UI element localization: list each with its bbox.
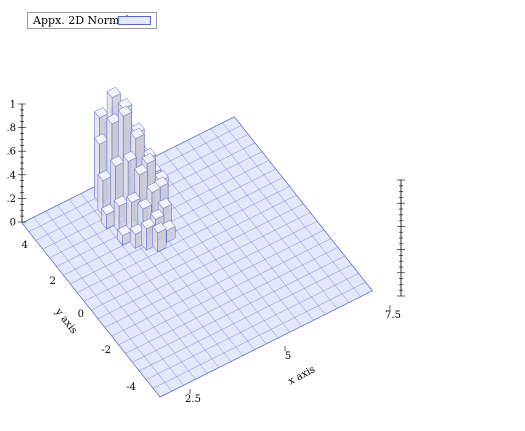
grid-line-y <box>125 247 339 354</box>
x-axis-ticks: 2.5 5 7.5 <box>185 305 401 405</box>
legend-swatch <box>118 16 151 25</box>
y-axis-label: y axis <box>52 306 79 336</box>
grid-line-y <box>132 255 345 363</box>
grid-line-x <box>234 116 373 291</box>
x-tick-label: 2.5 <box>185 394 201 405</box>
y-axis-ticks: -4 -2 0 2 4 <box>22 240 136 393</box>
grid-line-y <box>77 186 290 293</box>
y-tick-label: -4 <box>126 382 136 393</box>
legend: Appx. 2D Normal <box>27 12 157 29</box>
grid-line-y <box>70 177 283 285</box>
grid-line-y <box>83 194 297 302</box>
x-tick-label: 7.5 <box>385 310 401 321</box>
y-tick-label: 0 <box>78 309 84 320</box>
histogram-bar <box>101 203 116 230</box>
z-axis: 0 .2 .4 .6 .8 1 <box>6 100 26 229</box>
z-tick-label: .4 <box>6 170 16 181</box>
z-tick-label: 0 <box>10 218 16 229</box>
grid-line-y <box>152 281 366 389</box>
grid-line-y <box>146 273 359 380</box>
base-plane <box>21 116 373 398</box>
z-tick-label: .8 <box>6 123 16 134</box>
z-tick-label: .2 <box>6 194 16 205</box>
grid-line-y <box>90 203 304 311</box>
legend-label: Appx. 2D Normal <box>33 14 130 27</box>
bars-group <box>93 86 176 253</box>
histogram-bar <box>152 222 167 253</box>
z-tick-label: .6 <box>6 147 16 158</box>
grid-line-y <box>139 264 352 372</box>
y-tick-label: 2 <box>50 276 56 287</box>
grid-line-y <box>111 229 325 337</box>
x-tick-label: 5 <box>285 351 291 362</box>
grid-line-y <box>97 212 311 319</box>
y-tick-label: 4 <box>22 240 28 251</box>
grid-line-y <box>104 220 318 328</box>
y-tick-label: -2 <box>101 345 111 356</box>
z-tick-label: 1 <box>10 100 16 111</box>
grid-line-y <box>118 238 332 346</box>
x-axis-label: x axis <box>287 364 318 387</box>
right-z-axis <box>397 179 405 297</box>
grid-line-y <box>159 290 373 398</box>
